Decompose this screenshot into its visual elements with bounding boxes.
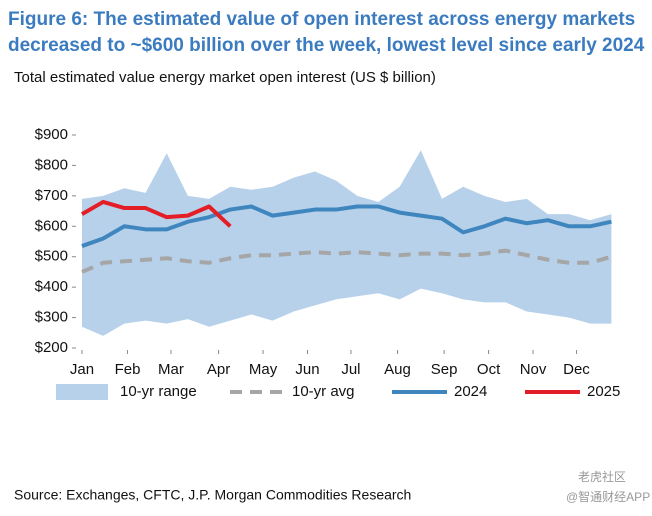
x-tick-label: Nov xyxy=(520,361,547,378)
y-tick-label: $700 xyxy=(35,187,68,204)
y-tick-label: $500 xyxy=(35,248,68,265)
x-tick-label: Dec xyxy=(563,361,590,378)
y-tick-label: $400 xyxy=(35,278,68,295)
y-tick-label: $300 xyxy=(35,309,68,326)
x-tick-label: Apr xyxy=(207,361,230,378)
x-tick-label: Feb xyxy=(115,361,141,378)
chart-title-line2: decreased to ~$600 billion over the week… xyxy=(8,35,645,56)
legend-label: 2024 xyxy=(454,383,487,400)
range-area xyxy=(82,150,612,336)
y-tick-label: $600 xyxy=(35,217,68,234)
y-tick-label: $800 xyxy=(35,156,68,173)
series-line xyxy=(81,248,612,274)
x-tick-label: May xyxy=(249,361,278,378)
x-tick-label: Jun xyxy=(295,361,319,378)
source: Source: Exchanges, CFTC, J.P. Morgan Com… xyxy=(14,487,411,503)
series-line xyxy=(81,204,612,248)
x-tick-label: Jul xyxy=(341,361,360,378)
legend-label: 10-yr avg xyxy=(292,383,355,400)
x-tick-label: Sep xyxy=(431,361,458,378)
x-tick-label: Mar xyxy=(158,361,184,378)
x-tick-label: Jan xyxy=(70,361,94,378)
legend-label: 10-yr range xyxy=(120,383,197,400)
y-tick-label: $200 xyxy=(35,339,68,356)
y-tick-label: $900 xyxy=(35,126,68,143)
watermark: @智通财经APP xyxy=(566,489,650,504)
legend-label: 2025 xyxy=(587,383,620,400)
series-line xyxy=(81,199,232,228)
watermark: 老虎社区 xyxy=(578,469,626,484)
legend-swatch xyxy=(56,384,108,400)
x-tick-label: Oct xyxy=(477,361,501,378)
chart-title: Figure 6: The estimated value of open in… xyxy=(8,9,635,30)
chart-subtitle: Total estimated value energy market open… xyxy=(14,69,436,86)
x-tick-label: Aug xyxy=(384,361,411,378)
